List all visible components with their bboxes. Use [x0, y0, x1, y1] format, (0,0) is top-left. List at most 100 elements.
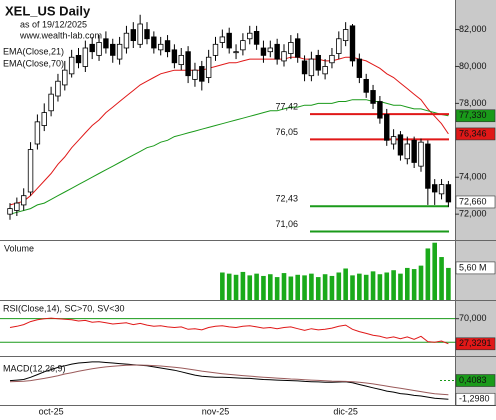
- candle-body: [329, 54, 335, 64]
- volume-bar: [309, 273, 314, 300]
- candle-body: [62, 69, 68, 86]
- candle-body: [171, 49, 178, 64]
- volume-bar: [302, 275, 307, 300]
- candle-body: [370, 90, 376, 104]
- volume-bar: [288, 276, 294, 300]
- candle-body: [164, 40, 171, 53]
- volume-bar: [322, 274, 328, 300]
- candle-body: [199, 66, 205, 82]
- last-value-label: 72,660: [459, 196, 487, 206]
- y-tick-label: 82,000: [459, 24, 487, 34]
- candle-body: [157, 43, 164, 51]
- subtitle: as of 19/12/2025: [20, 19, 87, 29]
- candle-body: [445, 184, 452, 203]
- volume-bar: [398, 273, 403, 300]
- x-tick-label: dic-25: [333, 406, 358, 416]
- candle-body: [233, 51, 239, 54]
- volume-bar: [370, 271, 376, 300]
- candle-body: [438, 184, 445, 195]
- candle-body: [411, 139, 417, 163]
- candle-body: [205, 56, 212, 78]
- volume-bar: [281, 273, 287, 300]
- candle-body: [431, 184, 438, 193]
- candle-body: [253, 30, 260, 45]
- candle-body: [425, 143, 431, 189]
- volume-bar: [405, 267, 410, 300]
- pane-title: MACD(12,26,9): [3, 363, 66, 373]
- last-value-label: 77,330: [459, 110, 487, 120]
- candle-body: [418, 141, 424, 167]
- macd-line: [9, 361, 449, 400]
- volume-bar: [350, 275, 355, 300]
- candle-body: [260, 47, 267, 56]
- x-tick-label: oct-25: [39, 406, 64, 416]
- candle-body: [75, 54, 82, 64]
- level-label: 76,05: [275, 127, 298, 137]
- candle-body: [240, 40, 246, 51]
- y-tick-label: 74,000: [459, 172, 487, 182]
- histogram-label: 0,4083: [459, 375, 487, 385]
- candle-body: [288, 42, 294, 54]
- candle-body: [336, 38, 342, 54]
- volume-bar: [261, 275, 266, 300]
- candle-body: [130, 29, 136, 42]
- volume-bar: [240, 271, 246, 300]
- y-tick-label: 78,000: [459, 98, 487, 108]
- candle-body: [404, 143, 410, 160]
- candle-body: [41, 112, 47, 126]
- candle-body: [212, 43, 219, 56]
- candle-body: [137, 23, 143, 45]
- annotation: www.wealth-lab.com: [19, 30, 102, 40]
- candle-body: [192, 69, 198, 80]
- rsi-line: [9, 317, 449, 345]
- candle-body: [7, 208, 13, 215]
- volume-bar: [418, 265, 424, 300]
- volume-bar: [233, 274, 239, 300]
- candle-body: [281, 51, 287, 62]
- volume-bar: [336, 272, 342, 300]
- volume-bar: [439, 257, 444, 300]
- y-tick-label: 80,000: [459, 61, 487, 71]
- candle-body: [219, 36, 226, 43]
- volume-bar: [254, 273, 259, 300]
- marks: 82,000 80,000 78,000 74,000 72,000 77,42 76,05…: [0, 14, 487, 416]
- candle-body: [68, 56, 75, 75]
- last-value-label-box: [455, 392, 496, 406]
- candle-body: [48, 93, 54, 112]
- volume-bar: [343, 268, 348, 300]
- candle-body: [226, 32, 232, 49]
- volume-bar: [363, 274, 369, 300]
- volume-bar: [226, 273, 232, 300]
- candle-body: [342, 29, 349, 42]
- candle-body: [96, 42, 102, 56]
- candle-body: [185, 51, 191, 77]
- candle-body: [89, 43, 95, 53]
- candle-body: [377, 101, 383, 119]
- volume-bar: [274, 277, 280, 300]
- histogram-label-box: [455, 374, 496, 387]
- candle-body: [363, 78, 369, 93]
- candle-body: [384, 114, 390, 141]
- candle-body: [14, 202, 20, 211]
- candle-body: [267, 47, 273, 53]
- ema-line: [9, 56, 449, 206]
- pane-title: RSI(Close,14), SC>70, SV<30: [3, 303, 125, 313]
- y-tick-label: 70,000: [459, 313, 487, 323]
- candle-body: [349, 25, 356, 62]
- candle-body: [397, 134, 404, 156]
- last-value-label: 76,346: [459, 128, 487, 138]
- y-tick-label: 72,000: [459, 209, 487, 219]
- level-label: 72,43: [275, 194, 298, 204]
- volume-bar: [315, 277, 321, 300]
- volume-bar: [432, 242, 437, 300]
- level-label: 77,42: [275, 101, 298, 111]
- candle-body: [27, 149, 34, 193]
- last-value-label: -1,2980: [459, 394, 490, 404]
- volume-bar: [220, 272, 225, 300]
- candle-body: [123, 32, 130, 49]
- pane-title: Volume: [4, 243, 34, 253]
- candle-body: [390, 136, 397, 145]
- candle-body: [247, 32, 253, 40]
- candle-body: [82, 47, 89, 67]
